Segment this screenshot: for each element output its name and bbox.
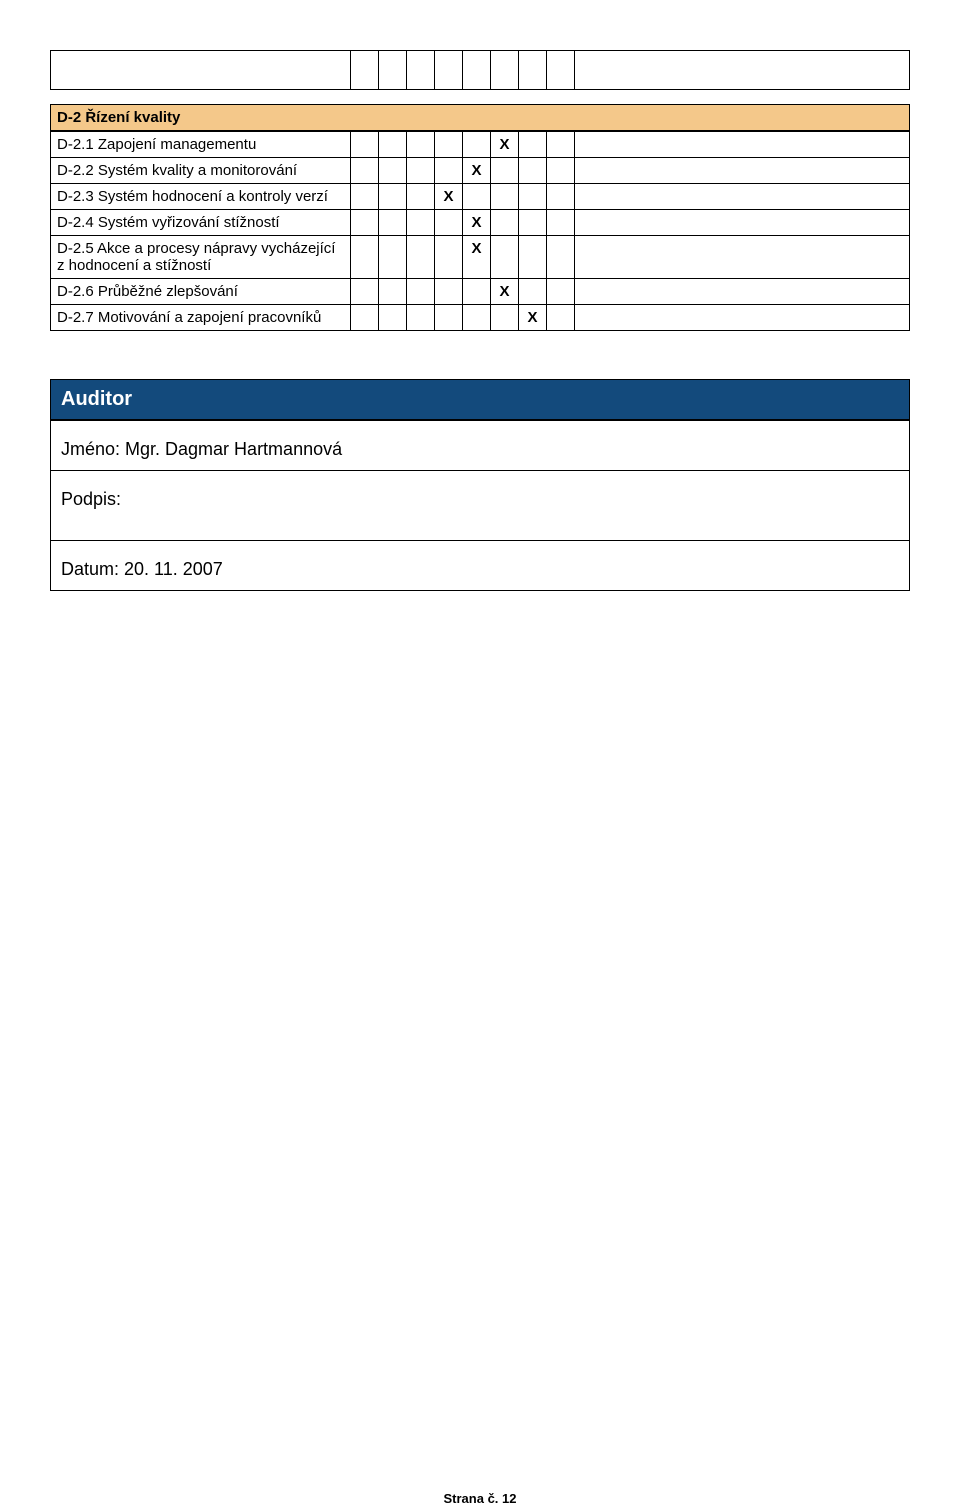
section-header-row: D-2 Řízení kvality — [51, 105, 910, 131]
tick-cell — [435, 158, 463, 184]
note-cell — [575, 279, 910, 305]
tick-cell — [519, 158, 547, 184]
item-label: D-2.5 Akce a procesy nápravy vycházející… — [51, 236, 351, 279]
section-header-table: D-2 Řízení kvality — [50, 104, 910, 131]
blank-tick — [407, 51, 435, 90]
section-title: D-2 Řízení kvality — [51, 105, 910, 131]
blank-label — [51, 51, 351, 90]
blank-tick — [379, 51, 407, 90]
tick-cell — [491, 210, 519, 236]
blank-tick — [351, 51, 379, 90]
tick-cell — [491, 158, 519, 184]
tick-cell: X — [463, 236, 491, 279]
tick-cell — [519, 279, 547, 305]
tick-cell — [547, 210, 575, 236]
table-row: D-2.6 Průběžné zlepšování X — [51, 279, 910, 305]
tick-cell — [407, 305, 435, 331]
tick-cell — [351, 305, 379, 331]
tick-cell — [407, 210, 435, 236]
tick-cell — [379, 236, 407, 279]
tick-cell — [547, 305, 575, 331]
blank-row — [51, 51, 910, 90]
tick-cell — [351, 210, 379, 236]
blank-note — [575, 51, 910, 90]
tick-cell — [351, 279, 379, 305]
tick-cell — [547, 279, 575, 305]
blank-tick — [463, 51, 491, 90]
tick-cell — [491, 236, 519, 279]
tick-cell — [407, 279, 435, 305]
tick-cell — [407, 132, 435, 158]
tick-cell — [379, 305, 407, 331]
auditor-header: Auditor — [51, 380, 909, 420]
item-label: D-2.2 Systém kvality a monitorování — [51, 158, 351, 184]
tick-cell — [463, 132, 491, 158]
tick-cell — [519, 210, 547, 236]
tick-cell — [519, 132, 547, 158]
tick-cell: X — [491, 279, 519, 305]
page-footer: Strana č. 12 — [0, 1491, 960, 1506]
tick-cell — [435, 279, 463, 305]
auditor-name: Jméno: Mgr. Dagmar Hartmannová — [51, 420, 909, 470]
item-label: D-2.4 Systém vyřizování stížností — [51, 210, 351, 236]
tick-cell: X — [463, 158, 491, 184]
tick-cell — [435, 305, 463, 331]
blank-tick — [519, 51, 547, 90]
table-row: D-2.2 Systém kvality a monitorování X — [51, 158, 910, 184]
table-row: D-2.7 Motivování a zapojení pracovníků X — [51, 305, 910, 331]
tick-cell — [435, 132, 463, 158]
auditor-signature: Podpis: — [51, 470, 909, 540]
note-cell — [575, 210, 910, 236]
tick-cell — [379, 184, 407, 210]
tick-cell — [351, 132, 379, 158]
tick-cell — [379, 132, 407, 158]
tick-cell — [379, 158, 407, 184]
tick-cell — [519, 236, 547, 279]
note-cell — [575, 305, 910, 331]
tick-cell — [351, 184, 379, 210]
items-table: D-2.1 Zapojení managementu X D-2.2 Systé… — [50, 131, 910, 331]
auditor-date: Datum: 20. 11. 2007 — [51, 540, 909, 590]
tick-cell — [547, 236, 575, 279]
note-cell — [575, 184, 910, 210]
tick-cell — [491, 184, 519, 210]
item-label: D-2.7 Motivování a zapojení pracovníků — [51, 305, 351, 331]
item-label: D-2.6 Průběžné zlepšování — [51, 279, 351, 305]
tick-cell — [463, 279, 491, 305]
tick-cell: X — [435, 184, 463, 210]
tick-cell — [435, 236, 463, 279]
tick-cell — [407, 236, 435, 279]
item-label: D-2.1 Zapojení managementu — [51, 132, 351, 158]
note-cell — [575, 132, 910, 158]
table-row: D-2.1 Zapojení managementu X — [51, 132, 910, 158]
tick-cell — [547, 132, 575, 158]
tick-cell: X — [463, 210, 491, 236]
auditor-block: Auditor Jméno: Mgr. Dagmar Hartmannová P… — [50, 379, 910, 591]
tick-cell — [407, 158, 435, 184]
tick-cell — [519, 184, 547, 210]
blank-tick — [491, 51, 519, 90]
tick-cell — [435, 210, 463, 236]
tick-cell — [547, 184, 575, 210]
tick-cell — [491, 305, 519, 331]
tick-cell — [351, 158, 379, 184]
tick-cell — [463, 184, 491, 210]
tick-cell — [463, 305, 491, 331]
table-row: D-2.5 Akce a procesy nápravy vycházející… — [51, 236, 910, 279]
tick-cell: X — [519, 305, 547, 331]
blank-tick — [547, 51, 575, 90]
table-row: D-2.4 Systém vyřizování stížností X — [51, 210, 910, 236]
blank-tick — [435, 51, 463, 90]
tick-cell — [407, 184, 435, 210]
item-label: D-2.3 Systém hodnocení a kontroly verzí — [51, 184, 351, 210]
note-cell — [575, 236, 910, 279]
tick-cell — [547, 158, 575, 184]
tick-cell — [379, 210, 407, 236]
note-cell — [575, 158, 910, 184]
tick-cell — [379, 279, 407, 305]
top-blank-table — [50, 50, 910, 90]
tick-cell: X — [491, 132, 519, 158]
tick-cell — [351, 236, 379, 279]
table-row: D-2.3 Systém hodnocení a kontroly verzí … — [51, 184, 910, 210]
